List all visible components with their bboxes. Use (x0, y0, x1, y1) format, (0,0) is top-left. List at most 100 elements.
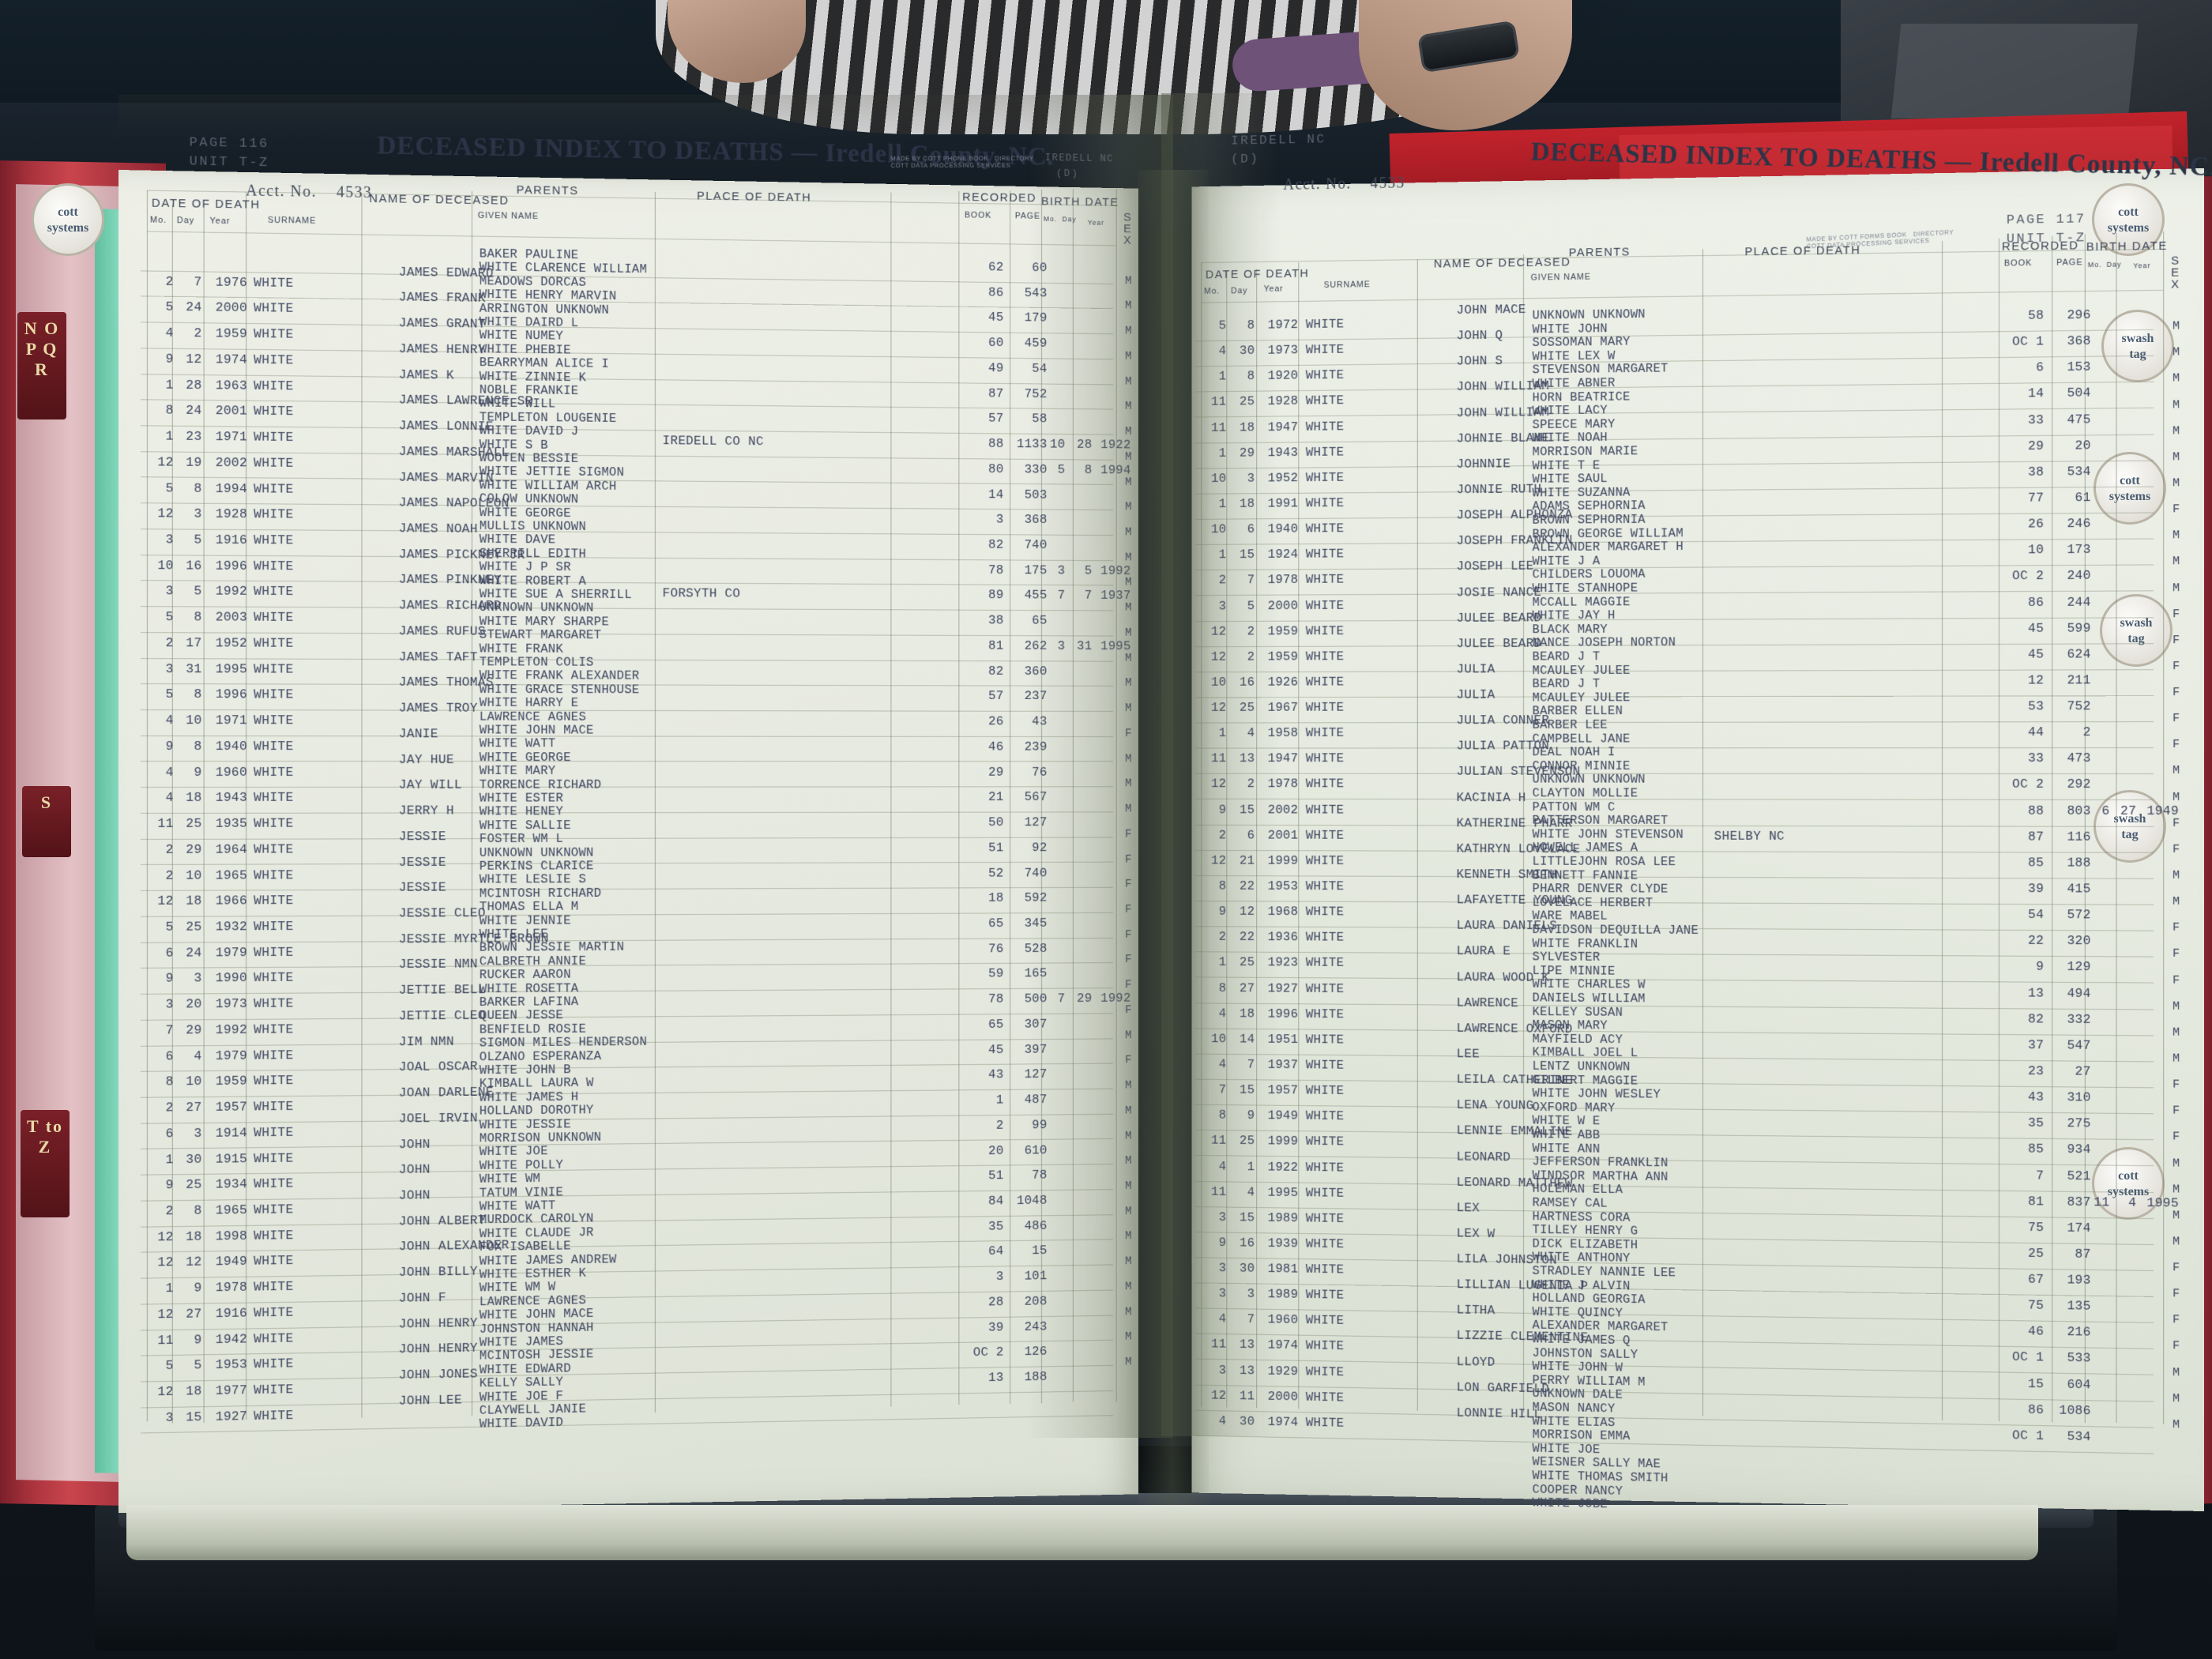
cell-surname: WHITE (1305, 980, 1345, 996)
cell-surname: WHITE (254, 532, 294, 548)
cell-death-year: 1934 (215, 1176, 248, 1192)
cott-systems-logo: swash tag (2101, 310, 2174, 382)
cell-sex: F (2172, 973, 2180, 988)
cell-sex: M (1125, 500, 1132, 514)
cell-book: 58 (2028, 307, 2045, 323)
cell-death-month: 9 (1218, 904, 1227, 919)
cell-book: 81 (988, 638, 1004, 653)
cell-book: 88 (2028, 803, 2045, 818)
cell-parent-name: WHITE WATT (479, 1198, 556, 1214)
cell-given-name: JIM NMN (398, 1033, 454, 1049)
cell-sex: F (2172, 738, 2180, 752)
cell-sex: M (1125, 702, 1132, 715)
cell-death-month: 9 (1218, 1235, 1227, 1250)
header-birth-day: Day (2106, 260, 2122, 269)
cell-death-year: 1959 (215, 1073, 248, 1089)
cell-surname: WHITE (1305, 1389, 1345, 1405)
sidebar-item-tab-nopqr[interactable]: N O P Q R (17, 312, 66, 419)
cell-given-name: JAMES RUFUS (398, 623, 486, 639)
cell-surname: WHITE (254, 1021, 294, 1037)
cell-book: 86 (2028, 1401, 2045, 1417)
cell-death-day: 10 (186, 713, 202, 728)
cell-death-year: 1937 (1267, 1057, 1299, 1073)
cell-page: 173 (2067, 542, 2091, 558)
header-day: Day (176, 216, 195, 226)
cell-parent-name: WHITE MARY SHARPE (479, 614, 609, 630)
cell-parent-name: HARTNESS CORA (1532, 1209, 1631, 1225)
cell-sex: M (1125, 1255, 1132, 1269)
cell-death-month: 1 (165, 1151, 174, 1167)
cell-parent-name: WHITE JOHN WESLEY (1532, 1086, 1661, 1102)
cell-death-day: 8 (194, 480, 202, 496)
cell-book: 86 (2028, 594, 2045, 610)
cell-given-name: JOHN (398, 1161, 431, 1178)
cell-death-day: 17 (186, 635, 202, 651)
cell-parent-name: WHITE PHEBIE (479, 342, 571, 358)
cell-death-day: 15 (186, 1409, 202, 1425)
cell-death-year: 1949 (215, 1254, 248, 1270)
cell-death-month: 2 (165, 273, 174, 289)
cell-death-month: 3 (1218, 1285, 1227, 1301)
cell-surname: WHITE (1305, 444, 1345, 460)
cell-book: 82 (988, 537, 1004, 552)
right-unit-code: (D) (1231, 152, 1260, 167)
cell-death-day: 3 (1247, 1286, 1255, 1302)
cell-death-day: 16 (1240, 1235, 1255, 1251)
cell-sex: M (2172, 476, 2180, 491)
cell-death-day: 8 (1247, 368, 1255, 384)
cell-death-month: 2 (165, 1203, 174, 1219)
cell-death-year: 1959 (215, 325, 248, 342)
cell-death-month: 10 (1211, 1031, 1227, 1046)
header-date-of-death: DATE OF DEATH (151, 196, 261, 212)
cell-surname: WHITE (1305, 674, 1345, 690)
cell-page: 58 (1032, 411, 1048, 427)
cell-parent-name: WHITE ESTHER K (479, 1266, 587, 1282)
cell-book: 45 (2028, 646, 2045, 662)
cell-page: 101 (1024, 1268, 1048, 1284)
cell-book: OC 2 (2011, 777, 2045, 792)
header-given-name: GIVEN NAME (1530, 272, 1591, 283)
cell-sex: M (1125, 274, 1132, 288)
cell-death-month: 2 (165, 1100, 174, 1115)
cell-death-year: 1943 (215, 790, 248, 806)
cell-parent-name: WHITE SALLIE (479, 818, 571, 833)
cell-surname: WHITE (1305, 725, 1345, 740)
cell-death-day: 27 (186, 1306, 202, 1322)
cell-sex: F (2172, 1261, 2180, 1275)
cell-death-month: 4 (1218, 1006, 1227, 1021)
cell-death-day: 23 (186, 428, 202, 445)
cell-given-name: JAMES GRANT (398, 315, 486, 332)
cell-surname: WHITE (1305, 521, 1345, 536)
cell-given-name: LEX W (1456, 1225, 1495, 1241)
cell-death-day: 27 (186, 1100, 202, 1115)
cell-death-year: 1924 (1267, 547, 1299, 562)
cell-given-name: JOHN MACE (1456, 302, 1526, 318)
sidebar-item-tab-tz[interactable]: T to Z (21, 1110, 70, 1217)
cell-birth-day: 29 (1077, 991, 1093, 1006)
cell-surname: WHITE (1305, 316, 1345, 332)
cott-systems-logo: cott systems (2092, 183, 2165, 256)
sidebar-item-tab-s[interactable]: S (22, 786, 71, 857)
cell-death-year: 1935 (215, 815, 248, 831)
cell-death-month: 1 (1218, 547, 1227, 562)
cell-death-year: 2002 (215, 454, 248, 471)
cell-page: 310 (2067, 1089, 2091, 1105)
cell-surname: WHITE (254, 378, 294, 393)
cell-death-day: 2 (194, 325, 202, 341)
cell-book: 49 (988, 360, 1004, 376)
cell-given-name: JOHN HENRY (398, 1341, 478, 1357)
cell-page: 500 (1024, 991, 1048, 1006)
right-acct-value: 4533 (1370, 174, 1405, 192)
header-name-of-deceased: NAME OF DECEASED (369, 191, 510, 208)
cell-given-name: JAMES TROY (398, 700, 478, 716)
cell-surname: WHITE (254, 893, 294, 908)
cell-page: 455 (1024, 588, 1048, 603)
cell-page: 54 (1032, 360, 1048, 376)
cell-parent-name: MULLIS UNKNOWN (479, 519, 587, 534)
cell-sex: F (2172, 660, 2180, 674)
cell-page: 15 (1032, 1243, 1048, 1258)
cell-parent-name: WHITE LEE (479, 927, 548, 942)
cell-death-month: 4 (1218, 1056, 1227, 1072)
left-page-content: PAGE 116 UNIT T-Z Acct. No. 4533 DECEASE… (118, 95, 1146, 1438)
cell-parent-name: MAYFIELD ACY (1532, 1032, 1623, 1047)
